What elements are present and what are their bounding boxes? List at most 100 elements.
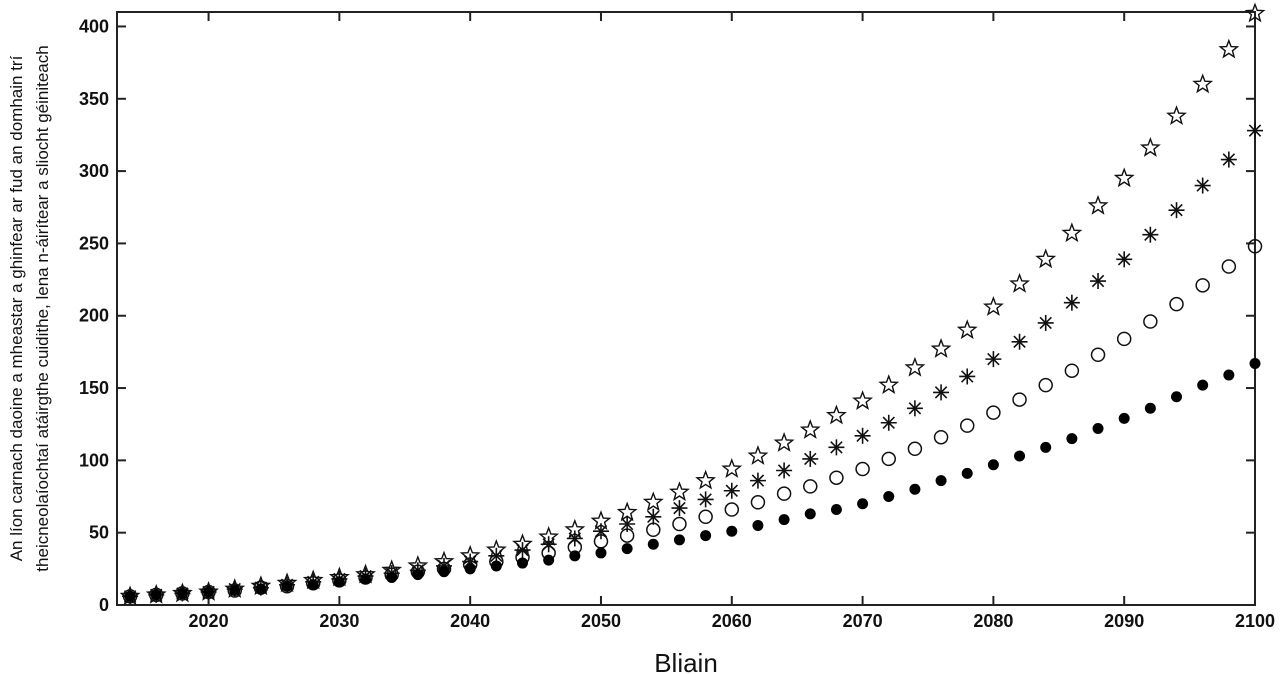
data-point-asterisk bbox=[854, 427, 871, 444]
data-point-filled-circle bbox=[229, 585, 241, 597]
data-point-filled-circle bbox=[307, 579, 319, 591]
data-point-filled-circle bbox=[1066, 433, 1078, 445]
y-axis-title-line-1: An líon carnach daoine a mheastar a ghin… bbox=[7, 55, 26, 561]
data-point-star bbox=[721, 458, 743, 478]
series-star bbox=[119, 2, 1266, 606]
data-point-filled-circle bbox=[778, 514, 790, 526]
asterisk-stroke bbox=[934, 386, 948, 399]
data-point-filled-circle bbox=[464, 563, 476, 575]
data-point-open-circle bbox=[1169, 296, 1184, 312]
data-point-asterisk bbox=[723, 482, 740, 499]
data-point-star bbox=[1113, 167, 1135, 188]
asterisk-stroke bbox=[856, 429, 869, 443]
data-point-filled-circle bbox=[1014, 450, 1026, 462]
data-point-star bbox=[1087, 194, 1109, 215]
data-point-filled-circle bbox=[987, 459, 999, 471]
data-point-star bbox=[1166, 105, 1187, 126]
data-point-asterisk bbox=[1011, 333, 1028, 350]
asterisk-stroke bbox=[1013, 335, 1026, 348]
data-point-star bbox=[799, 419, 821, 439]
data-point-star bbox=[852, 390, 874, 410]
data-point-star bbox=[878, 374, 900, 395]
series-open-circle bbox=[122, 239, 1263, 604]
data-point-open-circle bbox=[1116, 331, 1132, 347]
data-point-star bbox=[904, 356, 926, 377]
data-point-open-circle bbox=[148, 587, 164, 603]
data-point-open-circle bbox=[227, 583, 242, 598]
data-point-filled-circle bbox=[438, 566, 450, 578]
asterisk-stroke bbox=[673, 501, 686, 515]
data-point-asterisk bbox=[880, 414, 897, 431]
y-tick-label: 300 bbox=[79, 161, 109, 181]
data-point-filled-circle bbox=[726, 525, 738, 537]
data-markers bbox=[119, 2, 1266, 606]
data-point-filled-circle bbox=[883, 491, 895, 503]
data-point-asterisk bbox=[697, 491, 714, 508]
data-point-open-circle bbox=[724, 502, 740, 517]
x-tick-label: 2070 bbox=[843, 611, 883, 631]
data-point-filled-circle bbox=[412, 569, 424, 581]
data-point-asterisk bbox=[1142, 226, 1159, 243]
data-point-star bbox=[930, 338, 952, 358]
data-point-asterisk bbox=[959, 368, 976, 385]
data-point-asterisk bbox=[1194, 177, 1211, 194]
data-point-filled-circle bbox=[569, 550, 581, 562]
data-point-open-circle bbox=[279, 578, 295, 594]
x-tick-label: 2090 bbox=[1104, 611, 1144, 631]
data-point-open-circle bbox=[619, 528, 635, 543]
x-tick-label: 2060 bbox=[712, 611, 752, 631]
y-tick-label: 150 bbox=[79, 378, 109, 398]
asterisk-stroke bbox=[1170, 203, 1183, 217]
data-point-asterisk bbox=[828, 439, 845, 456]
data-point-asterisk bbox=[776, 462, 793, 479]
x-tick-label: 2020 bbox=[189, 611, 229, 631]
data-point-star bbox=[1061, 222, 1083, 243]
data-point-open-circle bbox=[122, 589, 138, 604]
data-point-star bbox=[1009, 272, 1030, 293]
data-point-filled-circle bbox=[360, 573, 372, 585]
asterisk-stroke bbox=[1117, 253, 1131, 266]
data-point-asterisk bbox=[671, 500, 688, 517]
data-point-asterisk bbox=[906, 400, 923, 417]
data-point-open-circle bbox=[175, 586, 190, 601]
asterisk-stroke bbox=[882, 416, 895, 429]
y-tick-label: 400 bbox=[79, 16, 109, 36]
data-point-open-circle bbox=[776, 486, 792, 501]
data-point-filled-circle bbox=[1171, 391, 1183, 403]
asterisk-stroke bbox=[1196, 179, 1209, 192]
data-point-asterisk bbox=[1090, 273, 1107, 290]
x-tick-label: 2080 bbox=[973, 611, 1013, 631]
data-point-filled-circle bbox=[595, 547, 607, 559]
y-tick-label: 350 bbox=[79, 89, 109, 109]
data-point-open-circle bbox=[1143, 314, 1158, 329]
data-point-star bbox=[747, 445, 769, 465]
data-point-filled-circle bbox=[700, 530, 712, 542]
data-point-filled-circle bbox=[1249, 357, 1261, 369]
plot-border bbox=[116, 11, 1256, 606]
asterisk-stroke bbox=[987, 352, 1000, 366]
data-point-open-circle bbox=[1195, 278, 1210, 293]
data-point-open-circle bbox=[1221, 259, 1237, 274]
asterisk-stroke bbox=[1144, 228, 1157, 241]
data-point-star bbox=[982, 296, 1004, 316]
data-point-filled-circle bbox=[909, 483, 921, 495]
data-point-open-circle bbox=[881, 451, 896, 467]
data-point-filled-circle bbox=[673, 534, 685, 546]
asterisk-stroke bbox=[1039, 316, 1052, 330]
data-point-filled-circle bbox=[176, 587, 188, 599]
data-point-star bbox=[642, 491, 664, 512]
data-point-filled-circle bbox=[281, 580, 293, 592]
data-point-filled-circle bbox=[543, 554, 555, 566]
data-point-filled-circle bbox=[752, 519, 764, 531]
asterisk-stroke bbox=[830, 441, 843, 454]
asterisk-stroke bbox=[908, 402, 922, 415]
data-point-star bbox=[695, 469, 717, 490]
data-point-open-circle bbox=[201, 584, 216, 600]
data-point-star bbox=[825, 404, 847, 425]
data-point-asterisk bbox=[645, 508, 662, 525]
data-point-open-circle bbox=[672, 516, 687, 532]
data-point-asterisk bbox=[1220, 151, 1237, 168]
data-point-filled-circle bbox=[857, 498, 869, 510]
